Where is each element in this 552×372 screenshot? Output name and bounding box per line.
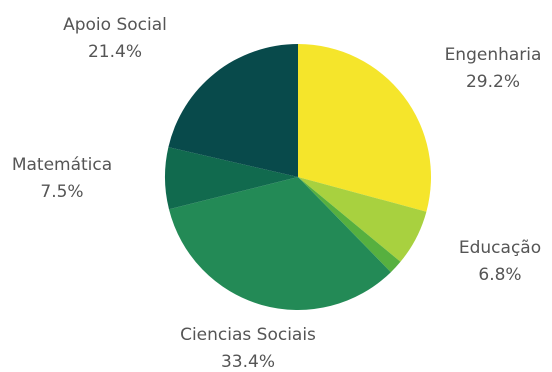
slice-value-label: 21.4% xyxy=(88,42,142,62)
slice-label: Ciencias Sociais xyxy=(180,325,316,345)
pie-slice-unlabeled xyxy=(298,177,401,273)
slice-value-label: 6.8% xyxy=(478,265,521,285)
slice-label: Matemática xyxy=(12,155,112,175)
pie-slice-educa-o xyxy=(298,177,427,262)
pie-slice-matem-tica xyxy=(165,147,298,210)
slice-label: Educação xyxy=(459,238,541,258)
pie-slices xyxy=(165,44,431,310)
pie-slice-apoio-social xyxy=(168,44,298,177)
pie-labels: Engenharia 29.2% Educação 6.8% Ciencias Soci… xyxy=(12,15,542,372)
slice-label: Apoio Social xyxy=(63,15,167,35)
slice-value-label: 29.2% xyxy=(466,72,520,92)
slice-label: Engenharia xyxy=(445,45,542,65)
pie-slice-engenharia xyxy=(298,44,431,212)
pie-slice-ciencias-sociais xyxy=(168,177,391,310)
slice-value-label: 33.4% xyxy=(221,352,275,372)
slice-value-label: 7.5% xyxy=(40,182,83,202)
